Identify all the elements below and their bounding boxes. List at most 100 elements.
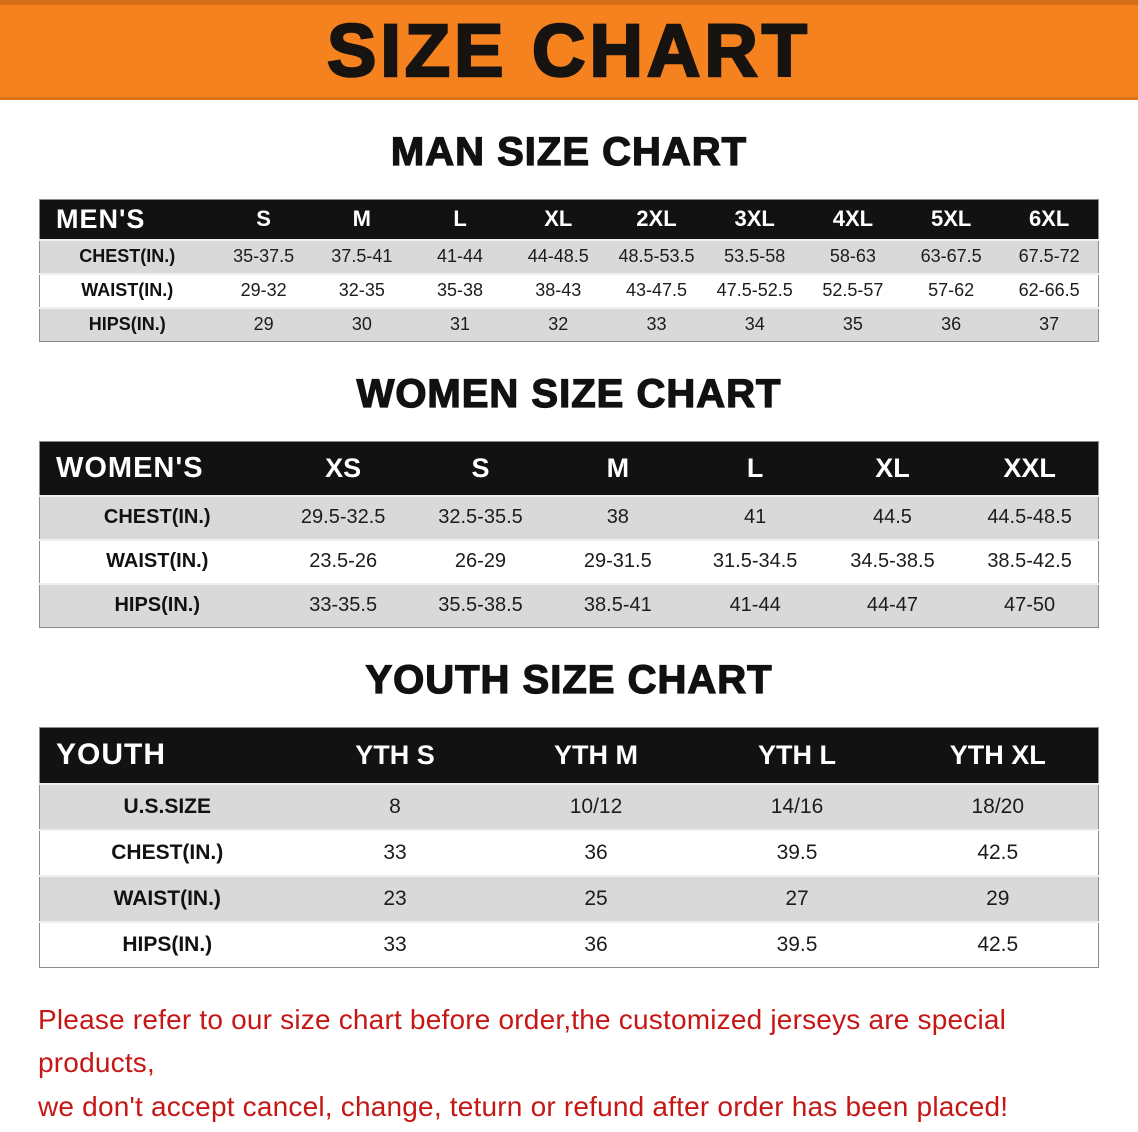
women-chart-heading: WOMEN SIZE CHART (356, 371, 782, 416)
table-cell: 52.5-57 (822, 280, 884, 300)
table-cell: 36 (584, 932, 608, 956)
column-header: YTH M (554, 739, 638, 770)
table-cell: 38.5-42.5 (987, 550, 1072, 572)
table-cell: 8 (389, 794, 401, 818)
table-row: WAIST(IN.) 23 25 27 29 (39, 875, 1099, 922)
table-cell: 41 (744, 506, 767, 528)
column-header: YTH XL (949, 739, 1046, 770)
column-header: 2XL (636, 206, 677, 232)
table-cell: 39.5 (776, 840, 818, 864)
table-cell: 38-43 (535, 280, 582, 300)
table-cell: 27 (785, 886, 809, 910)
row-label: HIPS(IN.) (88, 314, 166, 335)
men-size-chart-section: MAN SIZE CHART MEN'S S M L XL 2XL 3XL 4XL 5XL 6XL… (0, 129, 1138, 342)
row-label: WAIST(IN.) (113, 886, 221, 910)
table-row: WAIST(IN.) 23.5-26 26-29 29-31.5 31.5-34.5 34… (39, 539, 1099, 584)
table-cell: 30 (351, 314, 372, 335)
table-cell: 43-47.5 (625, 280, 688, 300)
column-header: 3XL (734, 206, 775, 232)
table-cell: 41-44 (729, 594, 781, 617)
row-label: CHEST(IN.) (111, 840, 224, 864)
column-header: 6XL (1028, 206, 1070, 232)
row-label: WAIST(IN.) (81, 280, 174, 300)
column-header: YTH S (355, 739, 435, 770)
column-header: XL (544, 206, 573, 232)
column-header: L (453, 206, 467, 232)
table-row: U.S.SIZE 8 10/12 14/16 18/20 (39, 783, 1099, 830)
column-header: YTH L (758, 739, 836, 770)
table-cell: 26-29 (454, 550, 507, 572)
table-cell: 44-48.5 (527, 246, 589, 266)
table-row: WAIST(IN.) 29-32 32-35 35-38 38-43 43-47.5 47.… (39, 273, 1099, 308)
women-size-table: WOMEN'S XS S M L XL XXL CHEST(IN.) 29.5-32.5 32.5… (39, 441, 1099, 628)
table-row: CHEST(IN.) 29.5-32.5 32.5-35.5 38 41 44.5 44.5… (39, 495, 1099, 540)
table-cell: 42.5 (977, 840, 1019, 864)
table-cell: 39.5 (776, 932, 818, 956)
column-header: M (352, 206, 371, 232)
row-label: WAIST(IN.) (106, 550, 209, 572)
table-cell: 33 (383, 932, 407, 956)
table-cell: 33 (646, 314, 667, 335)
banner: SIZE CHART (0, 0, 1138, 100)
table-cell: 47.5-52.5 (716, 280, 793, 300)
column-header: XL (875, 452, 910, 483)
table-cell: 62-66.5 (1018, 280, 1080, 300)
youth-size-table: YOUTH YTH S YTH M YTH L YTH XL U.S.SIZE 8 10/12… (39, 727, 1099, 968)
table-cell: 42.5 (977, 932, 1019, 956)
youth-chart-heading: YOUTH SIZE CHART (365, 657, 773, 702)
table-cell: 47-50 (1003, 594, 1056, 617)
column-header: XS (325, 452, 362, 483)
table-cell: 35-38 (437, 280, 484, 300)
table-cell: 35-37.5 (233, 246, 295, 266)
row-label: CHEST(IN.) (103, 506, 211, 528)
table-cell: 35 (842, 314, 863, 335)
table-cell: 44.5-48.5 (987, 506, 1072, 528)
table-cell: 32-35 (338, 280, 385, 300)
page-title: SIZE CHART (326, 9, 811, 92)
table-cell: 35.5-38.5 (438, 594, 523, 617)
table-cell: 57-62 (928, 280, 975, 300)
table-cell: 44.5 (873, 506, 912, 528)
table-cell: 33 (383, 840, 407, 864)
table-cell: 48.5-53.5 (618, 246, 695, 266)
men-corner-label: MEN'S (56, 203, 146, 234)
table-cell: 36 (941, 314, 962, 335)
table-cell: 63-67.5 (920, 246, 982, 266)
notice-line-1: Please refer to our size chart before or… (38, 1004, 1007, 1079)
column-header: 4XL (832, 206, 874, 232)
table-cell: 29-32 (240, 280, 287, 300)
row-label: HIPS(IN.) (122, 932, 213, 956)
table-cell: 58-63 (829, 246, 876, 266)
column-header: 5XL (930, 206, 972, 232)
table-cell: 23 (383, 886, 407, 910)
table-cell: 44-47 (866, 594, 919, 617)
column-header: L (746, 452, 764, 483)
table-cell: 23.5-26 (309, 550, 378, 572)
table-cell: 37.5-41 (331, 246, 393, 266)
men-chart-heading: MAN SIZE CHART (390, 129, 748, 174)
table-cell: 29 (253, 314, 274, 335)
table-cell: 10/12 (569, 794, 623, 818)
table-cell: 31.5-34.5 (712, 550, 798, 572)
column-header: M (606, 452, 630, 483)
table-row: HIPS(IN.) 33-35.5 35.5-38.5 38.5-41 41-44 44-… (39, 583, 1099, 628)
table-cell: 29.5-32.5 (300, 506, 386, 528)
row-label: U.S.SIZE (123, 794, 212, 818)
table-cell: 33-35.5 (309, 594, 378, 617)
table-cell: 36 (584, 840, 608, 864)
column-header: XXL (1003, 452, 1056, 483)
header-row: MEN'S S M L XL 2XL 3XL 4XL 5XL 6XL (39, 199, 1099, 240)
table-row: HIPS(IN.) 33 36 39.5 42.5 (39, 921, 1099, 968)
notice-line-2: we don't accept cancel, change, teturn o… (38, 1090, 1009, 1122)
women-size-chart-section: WOMEN SIZE CHART WOMEN'S XS S M L XL XXL CHEST(… (0, 371, 1138, 628)
table-cell: 67.5-72 (1018, 246, 1080, 266)
column-header: S (256, 206, 271, 232)
table-cell: 18/20 (971, 794, 1025, 818)
table-cell: 31 (450, 314, 471, 335)
table-cell: 14/16 (770, 794, 824, 818)
youth-size-chart-section: YOUTH SIZE CHART YOUTH YTH S YTH M YTH L YTH… (0, 657, 1138, 968)
table-cell: 32 (548, 314, 569, 335)
order-notice: Please refer to our size chart before or… (38, 998, 1114, 1128)
table-cell: 38 (606, 506, 629, 528)
